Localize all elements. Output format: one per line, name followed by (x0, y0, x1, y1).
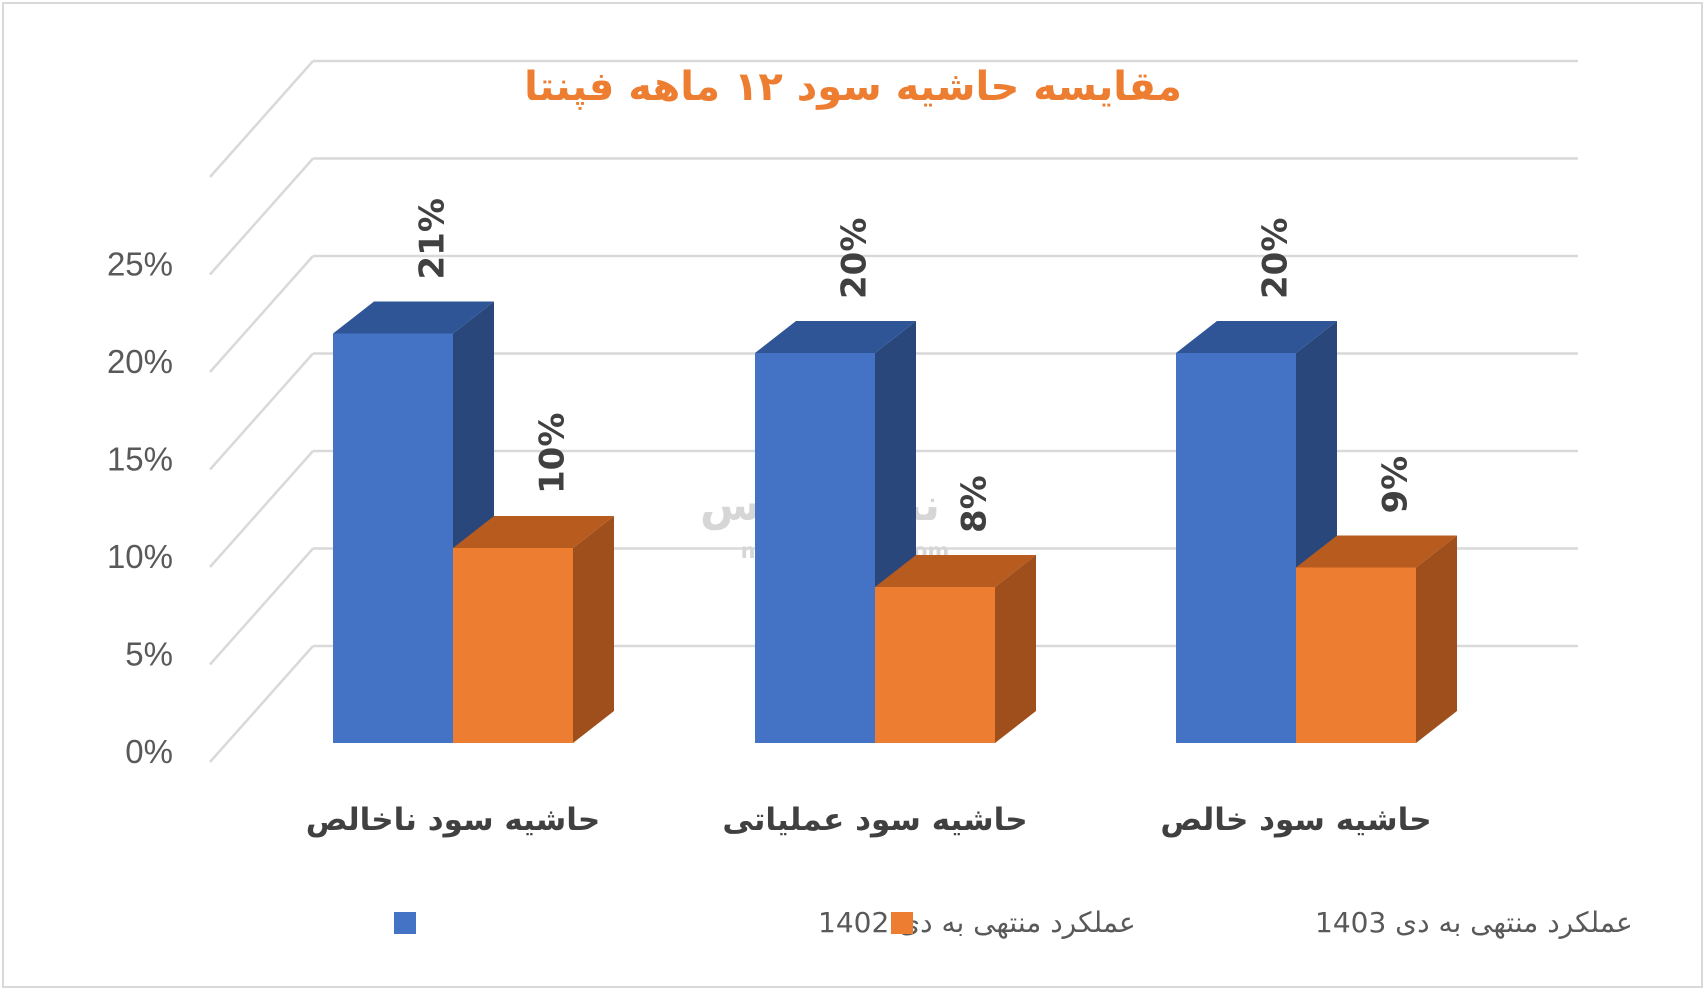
grid-line-depth (209, 450, 314, 568)
grid-line-depth (209, 60, 314, 178)
grid-line-depth (209, 157, 314, 276)
data-label: 21% (413, 198, 453, 279)
bar-side (573, 516, 614, 743)
bar-side (995, 555, 1036, 743)
bar-front (453, 548, 573, 743)
bar-top (755, 321, 916, 353)
chart-title: مقایسه حاشیه سود ۱۲ ماهه فپنتا (524, 64, 1182, 110)
bar-front (333, 333, 453, 743)
legend-label-1403: عملکرد منتهی به دی 1403 (1315, 906, 1633, 939)
legend-swatch-1402 (394, 912, 416, 934)
bar-top (1296, 535, 1457, 568)
bar-front (1176, 353, 1296, 743)
data-label: 9% (1376, 456, 1416, 514)
y-axis-ticks: 0% 5% 10% 15% 20% 25% (107, 246, 173, 771)
y-tick-label: 0% (125, 733, 173, 770)
data-label: 10% (533, 413, 573, 494)
bar-top (453, 516, 614, 548)
y-tick-label: 5% (125, 636, 173, 673)
y-tick-label: 20% (107, 343, 173, 380)
bar-side (1416, 535, 1457, 743)
bar-1402-2 (1176, 321, 1337, 743)
bar-front (755, 353, 875, 743)
bar-top (1176, 321, 1337, 353)
bar-1403-2 (1296, 535, 1457, 743)
y-tick-label: 25% (107, 246, 173, 283)
bar-1403-0 (453, 516, 614, 743)
category-labels: حاشیه سود ناخالص حاشیه سود عملیاتی حاشیه س… (306, 802, 1432, 838)
category-label: حاشیه سود خالص (1160, 802, 1431, 838)
grid-line-depth (209, 547, 314, 666)
data-label: 8% (955, 475, 995, 533)
y-tick-label: 15% (107, 441, 173, 478)
grid-line-depth (209, 255, 314, 373)
grid-line-depth (209, 352, 314, 471)
legend: عملکرد منتهی به دی 1402 عملکرد منتهی به … (394, 906, 1633, 939)
y-tick-label: 10% (107, 538, 173, 575)
bar-front (875, 587, 995, 743)
data-labels: 21% 10% 20% 8% 20% 9% (413, 198, 1416, 533)
data-label: 20% (835, 218, 875, 299)
bar-1402-0 (333, 301, 494, 743)
legend-label-1402: عملکرد منتهی به دی 1402 (818, 906, 1136, 939)
bar-front (1296, 567, 1416, 743)
legend-swatch-1403 (891, 912, 913, 934)
bars (333, 301, 1457, 743)
bar-top (333, 301, 494, 334)
category-label: حاشیه سود ناخالص (306, 802, 601, 838)
category-label: حاشیه سود عملیاتی (722, 802, 1027, 838)
bar-top (875, 555, 1036, 587)
bar-1403-1 (875, 555, 1036, 743)
data-label: 20% (1256, 218, 1296, 299)
grid-line-depth (209, 645, 314, 763)
